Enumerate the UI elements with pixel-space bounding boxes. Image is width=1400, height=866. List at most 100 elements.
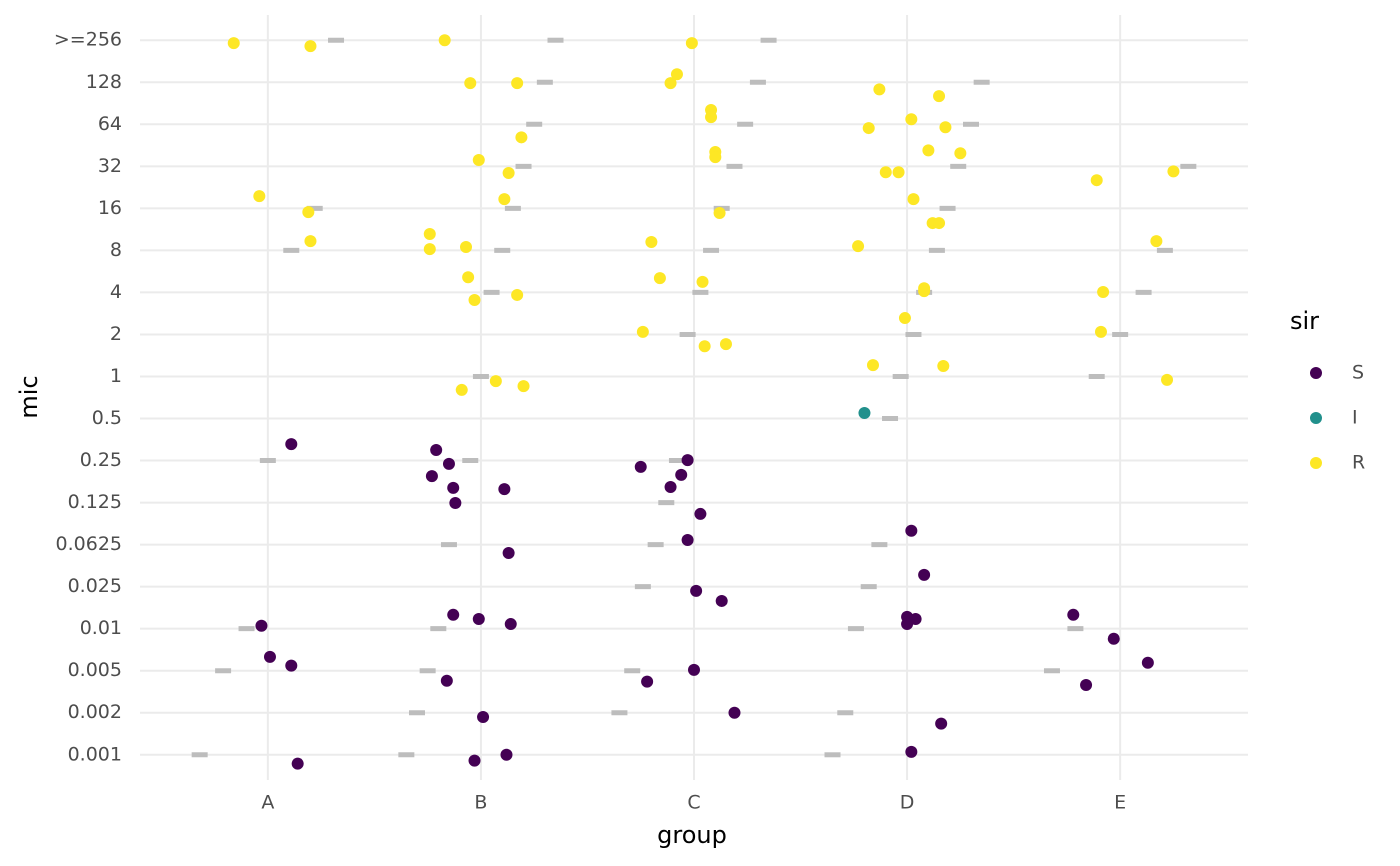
point <box>442 457 455 470</box>
point <box>263 650 276 663</box>
point <box>517 380 530 393</box>
point <box>500 748 513 761</box>
legend-marker <box>1310 457 1322 469</box>
point <box>715 594 728 607</box>
point <box>653 272 666 285</box>
point <box>681 533 694 546</box>
point <box>939 121 952 134</box>
x-tick-label: C <box>687 792 700 814</box>
point <box>898 312 911 325</box>
point <box>688 663 700 676</box>
point <box>511 77 524 90</box>
point <box>304 40 317 53</box>
point <box>922 144 935 157</box>
point <box>905 745 918 758</box>
point <box>502 547 515 560</box>
point <box>477 710 490 723</box>
point <box>1080 679 1093 692</box>
y-tick-label: >=256 <box>54 29 122 51</box>
point <box>905 113 918 126</box>
point <box>728 706 741 719</box>
point <box>858 407 871 420</box>
point <box>907 193 920 206</box>
y-tick-label: 4 <box>110 281 122 303</box>
point <box>285 659 298 672</box>
point <box>862 122 875 135</box>
y-tick-label: 0.0625 <box>56 533 122 555</box>
point <box>918 568 931 581</box>
point <box>905 524 918 537</box>
point <box>937 359 950 372</box>
point <box>460 241 473 254</box>
point <box>634 460 647 473</box>
point <box>1107 632 1120 645</box>
point <box>1097 285 1110 298</box>
legend-marker <box>1310 367 1322 379</box>
y-tick-label: 0.5 <box>92 407 122 429</box>
y-tick-label: 0.002 <box>68 701 122 723</box>
point <box>935 717 948 730</box>
point <box>255 619 268 632</box>
point <box>285 438 298 451</box>
y-tick-label: 0.01 <box>80 617 122 639</box>
point <box>468 293 481 306</box>
point <box>1094 325 1107 338</box>
point <box>304 235 317 248</box>
point <box>954 147 967 160</box>
point <box>873 83 886 96</box>
point <box>468 754 481 767</box>
point <box>438 34 451 47</box>
legend-title: sir <box>1290 307 1319 335</box>
point <box>694 507 707 520</box>
point <box>472 154 485 167</box>
point <box>472 613 485 626</box>
point <box>302 206 315 219</box>
point <box>636 325 649 338</box>
point <box>698 340 711 353</box>
y-tick-label: 1 <box>110 365 122 387</box>
point <box>511 288 524 301</box>
point <box>1141 656 1154 669</box>
point <box>462 271 475 284</box>
point <box>645 235 658 248</box>
point <box>696 275 709 288</box>
point <box>918 285 931 298</box>
y-tick-label: 16 <box>98 197 122 219</box>
y-tick-label: 0.001 <box>68 743 122 765</box>
point <box>901 618 914 631</box>
x-tick-label: E <box>1114 792 1126 814</box>
point <box>515 131 528 144</box>
y-tick-label: 128 <box>86 71 122 93</box>
x-tick-label: D <box>900 792 915 814</box>
point <box>933 217 946 230</box>
y-axis-label: mic <box>15 375 43 418</box>
point <box>253 190 266 203</box>
point <box>664 481 677 494</box>
point <box>709 151 722 164</box>
point <box>641 675 654 688</box>
point <box>664 77 677 90</box>
legend-label: I <box>1352 407 1358 429</box>
point <box>933 90 946 103</box>
point <box>504 618 517 631</box>
point <box>430 444 443 457</box>
point <box>892 166 905 179</box>
y-tick-label: 32 <box>98 155 122 177</box>
point <box>502 167 515 180</box>
point <box>423 243 436 256</box>
legend-label: S <box>1352 362 1364 384</box>
y-tick-label: 0.125 <box>68 491 122 513</box>
y-tick-label: 2 <box>110 323 122 345</box>
point <box>675 468 688 481</box>
legend-marker <box>1310 412 1322 424</box>
point <box>670 68 683 81</box>
point <box>690 584 703 597</box>
point <box>447 608 460 621</box>
y-tick-label: 0.005 <box>68 659 122 681</box>
y-tick-label: 0.025 <box>68 575 122 597</box>
y-tick-label: 0.25 <box>80 449 122 471</box>
point <box>713 206 726 219</box>
x-axis-label: group <box>657 821 727 849</box>
point <box>449 497 462 510</box>
